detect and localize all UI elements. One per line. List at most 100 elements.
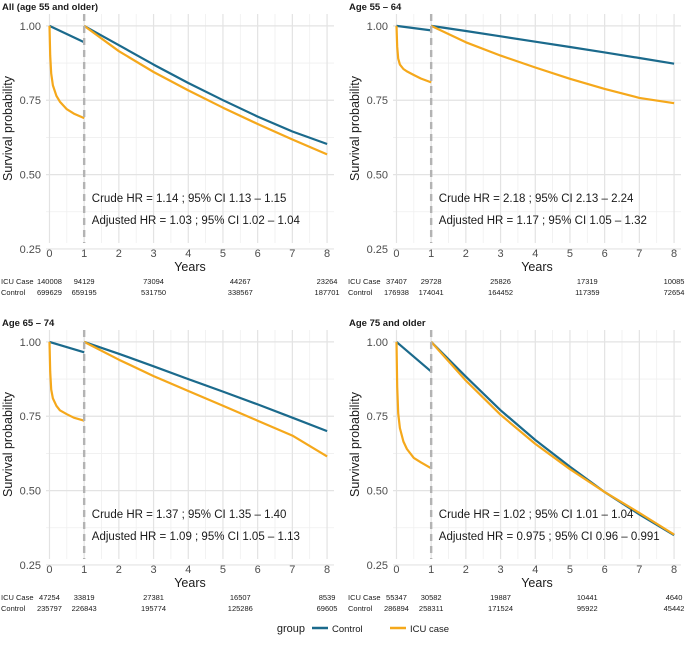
x-tick-label: 0 <box>46 564 52 576</box>
y-tick-label: 0.75 <box>367 95 388 107</box>
control-curve-segment-1 <box>395 341 432 373</box>
x-tick-label: 1 <box>428 564 434 576</box>
x-tick-label: 0 <box>393 564 399 576</box>
risk-table-cell: 17319 <box>577 277 598 286</box>
risk-table-cell: 164452 <box>488 288 513 297</box>
x-tick-label: 7 <box>636 564 642 576</box>
risk-table-row-label: Control <box>1 604 26 613</box>
adjusted-hr-annotation: Adjusted HR = 1.03 ; 95% CI 1.02 – 1.04 <box>92 215 301 227</box>
risk-table-cell: 94129 <box>74 277 95 286</box>
risk-table-cell: 95922 <box>577 604 598 613</box>
y-tick-label: 1.00 <box>367 337 388 349</box>
x-tick-label: 1 <box>428 248 434 260</box>
x-tick-label: 4 <box>185 248 191 260</box>
risk-table-cell: 19887 <box>490 593 511 602</box>
x-tick-label: 0 <box>46 248 52 260</box>
x-tick-label: 6 <box>255 564 261 576</box>
risk-table-cell: 27381 <box>143 593 164 602</box>
x-tick-label: 7 <box>289 248 295 260</box>
risk-table-cell: 73094 <box>143 277 164 286</box>
x-tick-label: 2 <box>463 248 469 260</box>
x-tick-label: 2 <box>463 564 469 576</box>
icu-case-curve-segment-2 <box>430 24 675 105</box>
x-tick-label: 3 <box>151 564 157 576</box>
panel-3: Age 65 – 74 0.25 0.50 0.75 1.00 Survival prob… <box>1 318 337 613</box>
icu-case-curve-segment-2 <box>83 340 328 458</box>
y-tick-label: 1.00 <box>20 21 41 33</box>
risk-table-cell: 47254 <box>39 593 60 602</box>
risk-table-cell: 29728 <box>421 277 442 286</box>
panel-title: Age 65 – 74 <box>2 318 55 329</box>
y-tick-label: 1.00 <box>367 21 388 33</box>
risk-table-row-label: ICU Case <box>1 277 34 286</box>
y-axis-title: Survival probability <box>348 75 362 181</box>
x-tick-label: 4 <box>532 248 538 260</box>
x-axis-title: Years <box>174 576 206 590</box>
risk-table-cell: 125286 <box>228 604 253 613</box>
legend: group Control ICU case <box>277 623 449 635</box>
risk-table-cell: 140008 <box>37 277 62 286</box>
risk-table-row-label: ICU Case <box>1 593 34 602</box>
risk-table-row-label: ICU Case <box>348 277 381 286</box>
control-curve-segment-1 <box>49 340 85 354</box>
legend-label-icu-case: ICU case <box>410 624 449 635</box>
risk-table-cell: 8539 <box>319 593 336 602</box>
risk-table-cell: 171524 <box>488 604 513 613</box>
adjusted-hr-annotation: Adjusted HR = 1.17 ; 95% CI 1.05 – 1.32 <box>439 215 647 227</box>
y-tick-label: 0.75 <box>367 411 388 423</box>
x-tick-label: 7 <box>636 248 642 260</box>
risk-table-cell: 37407 <box>386 277 407 286</box>
y-tick-label: 0.50 <box>20 170 41 182</box>
crude-hr-annotation: Crude HR = 1.02 ; 95% CI 1.01 – 1.04 <box>439 509 634 521</box>
risk-table-cell: 16507 <box>230 593 251 602</box>
risk-table-cell: 235797 <box>37 604 62 613</box>
risk-table-cell: 338567 <box>228 288 253 297</box>
risk-table-cell: 699629 <box>37 288 62 297</box>
y-tick-label: 0.25 <box>20 560 41 572</box>
icu-case-curve-segment-2 <box>83 25 328 156</box>
control-curve-segment-1 <box>49 24 85 44</box>
risk-table-cell: 531750 <box>141 288 166 297</box>
risk-table-cell: 286894 <box>384 604 409 613</box>
risk-table-cell: 69605 <box>317 604 338 613</box>
panel-title: Age 55 – 64 <box>349 2 402 13</box>
risk-table-cell: 25826 <box>490 277 511 286</box>
risk-table-cell: 10441 <box>577 593 598 602</box>
risk-table-cell: 195774 <box>141 604 166 613</box>
legend-title: group <box>277 623 305 635</box>
x-tick-label: 5 <box>567 564 573 576</box>
adjusted-hr-annotation: Adjusted HR = 1.09 ; 95% CI 1.05 – 1.13 <box>92 531 300 543</box>
panel-1: All (age 55 and older) 0.25 0.50 0.75 1.00 Su… <box>1 2 340 297</box>
x-tick-label: 4 <box>532 564 538 576</box>
risk-table-cell: 45442 <box>664 604 685 613</box>
icu-case-curve-segment-1 <box>395 25 432 84</box>
y-tick-label: 0.75 <box>20 411 41 423</box>
risk-table-row-label: ICU Case <box>348 593 381 602</box>
risk-table-row-label: Control <box>1 288 26 297</box>
risk-table-cell: 10085 <box>664 277 685 286</box>
x-tick-label: 8 <box>324 248 330 260</box>
x-tick-label: 8 <box>671 564 677 576</box>
y-axis-title: Survival probability <box>1 391 15 497</box>
icu-case-curve-segment-2 <box>430 341 675 536</box>
risk-table-row-label: Control <box>348 288 373 297</box>
icu-case-curve-segment-1 <box>48 341 85 422</box>
control-curve-segment-2 <box>83 340 328 433</box>
y-tick-label: 0.50 <box>367 170 388 182</box>
panel-title: All (age 55 and older) <box>2 2 98 13</box>
y-axis-title: Survival probability <box>348 391 362 497</box>
x-tick-label: 4 <box>185 564 191 576</box>
risk-table-cell: 30582 <box>421 593 442 602</box>
crude-hr-annotation: Crude HR = 2.18 ; 95% CI 2.13 – 2.24 <box>439 193 634 205</box>
control-curve-segment-1 <box>396 24 432 32</box>
panel-4: Age 75 and older 0.25 0.50 0.75 1.00 Survival… <box>348 318 684 613</box>
x-axis-title: Years <box>521 576 553 590</box>
x-tick-label: 3 <box>151 248 157 260</box>
risk-table-cell: 23264 <box>317 277 338 286</box>
x-axis-title: Years <box>521 260 553 274</box>
x-tick-label: 5 <box>567 248 573 260</box>
legend-label-control: Control <box>332 624 363 635</box>
risk-table-cell: 72654 <box>664 288 685 297</box>
y-tick-label: 1.00 <box>20 337 41 349</box>
